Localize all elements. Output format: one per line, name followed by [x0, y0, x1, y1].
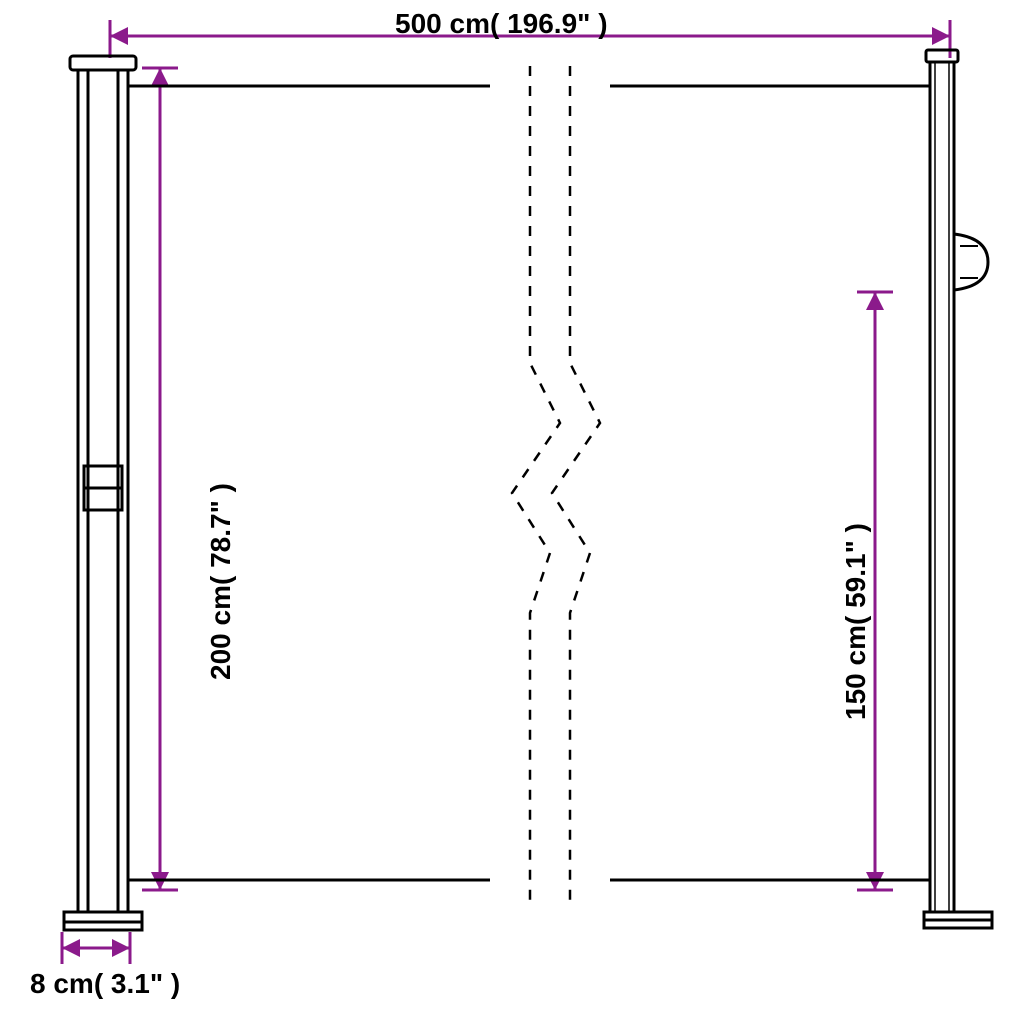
depth-dimension-label: 8 cm( 3.1" )	[30, 968, 180, 1000]
height-left-dimension-label: 200 cm( 78.7" )	[205, 483, 237, 680]
diagram-canvas: 500 cm( 196.9" ) 200 cm( 78.7" ) 150 cm(…	[0, 0, 1024, 1024]
height-right-dimension-label: 150 cm( 59.1" )	[840, 523, 872, 720]
technical-drawing-svg	[0, 0, 1024, 1024]
width-dimension-label: 500 cm( 196.9" )	[395, 8, 608, 40]
